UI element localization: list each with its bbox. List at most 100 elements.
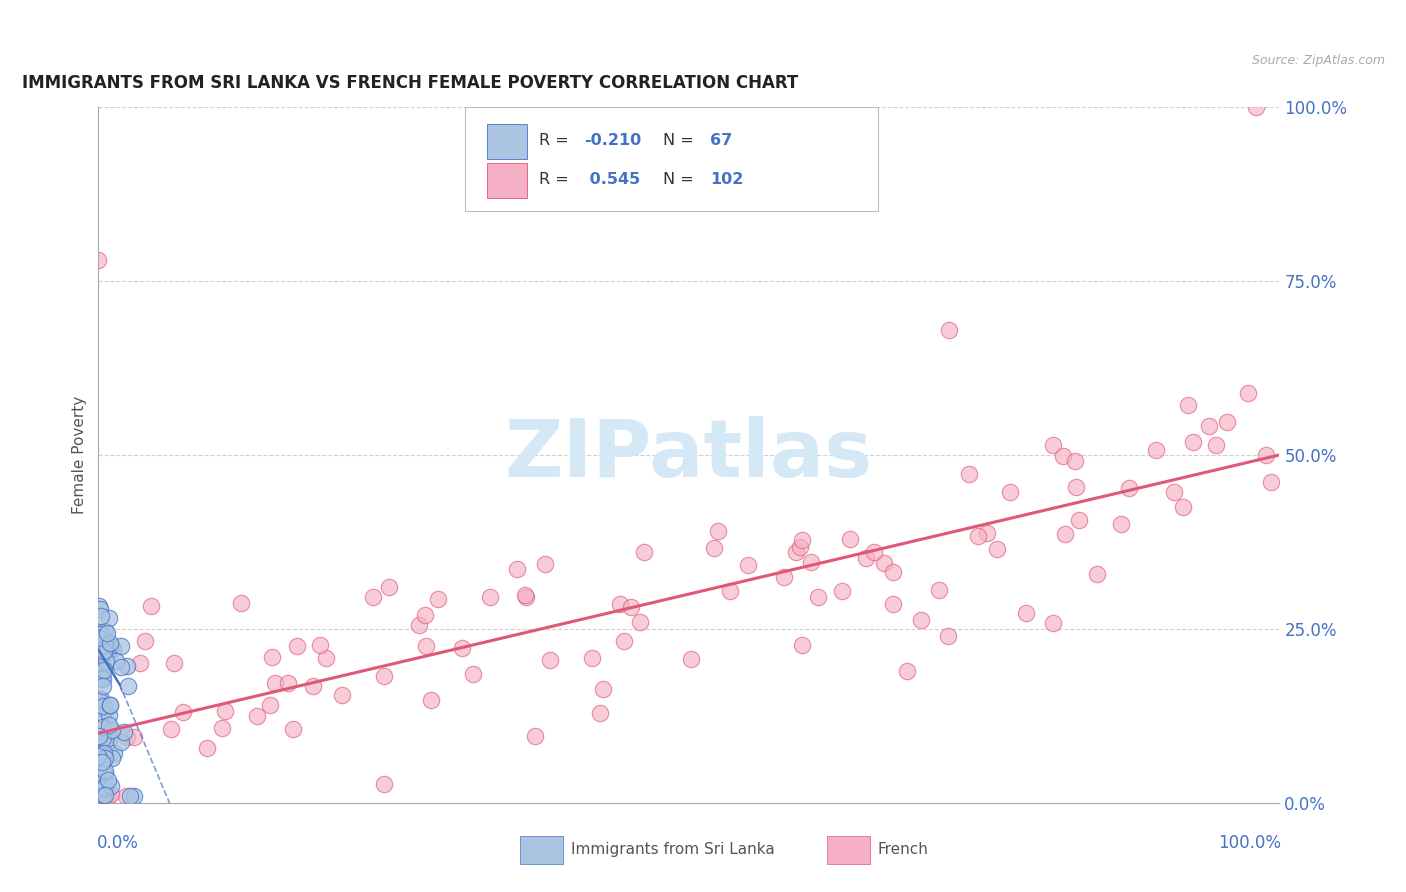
Point bbox=[450, 641, 472, 656]
Text: 100.0%: 100.0% bbox=[1218, 834, 1281, 852]
Point bbox=[87, 751, 110, 765]
Point bbox=[938, 323, 960, 337]
Point bbox=[986, 542, 1008, 557]
Point bbox=[98, 734, 121, 748]
Point bbox=[134, 634, 156, 648]
Point bbox=[172, 705, 194, 719]
Point bbox=[110, 735, 132, 749]
Point bbox=[785, 545, 807, 559]
Text: R =: R = bbox=[538, 172, 574, 187]
FancyBboxPatch shape bbox=[827, 836, 870, 864]
Point bbox=[1069, 513, 1091, 527]
Point bbox=[1254, 448, 1277, 462]
Point bbox=[97, 772, 120, 787]
Y-axis label: Female Poverty: Female Poverty bbox=[72, 396, 87, 514]
Point bbox=[91, 731, 114, 746]
Point bbox=[112, 724, 135, 739]
Point bbox=[93, 699, 115, 714]
Point bbox=[1173, 500, 1195, 514]
Point bbox=[1260, 475, 1282, 489]
Point bbox=[478, 590, 501, 604]
Point bbox=[246, 709, 269, 723]
Point bbox=[998, 485, 1021, 500]
Point bbox=[195, 740, 218, 755]
Point bbox=[461, 666, 484, 681]
Point bbox=[115, 731, 138, 745]
Point bbox=[910, 613, 932, 627]
FancyBboxPatch shape bbox=[486, 162, 527, 198]
Point bbox=[790, 639, 813, 653]
Point bbox=[90, 692, 112, 706]
Point bbox=[281, 722, 304, 736]
Point bbox=[94, 750, 117, 764]
Point bbox=[91, 661, 114, 675]
Point bbox=[413, 608, 436, 623]
Point bbox=[160, 722, 183, 736]
Point bbox=[581, 651, 603, 665]
Point bbox=[1205, 438, 1227, 452]
Point bbox=[285, 639, 308, 653]
Point bbox=[1163, 485, 1185, 500]
Point bbox=[855, 551, 877, 566]
Point bbox=[100, 780, 122, 794]
FancyBboxPatch shape bbox=[520, 836, 562, 864]
Point bbox=[681, 652, 703, 666]
Text: 0.0%: 0.0% bbox=[97, 834, 139, 852]
Point bbox=[117, 679, 139, 693]
Point bbox=[93, 746, 115, 760]
Point bbox=[1216, 415, 1239, 429]
Point bbox=[91, 699, 114, 714]
Point bbox=[87, 692, 110, 706]
Point bbox=[633, 545, 655, 559]
Point bbox=[90, 646, 112, 660]
Point bbox=[90, 706, 112, 721]
Text: 0.545: 0.545 bbox=[583, 172, 640, 187]
Point bbox=[277, 676, 299, 690]
Point bbox=[90, 635, 112, 649]
Point bbox=[1085, 567, 1108, 582]
Point bbox=[1052, 449, 1074, 463]
Point bbox=[415, 639, 437, 653]
Point bbox=[96, 646, 118, 660]
Text: R =: R = bbox=[538, 133, 574, 148]
Point bbox=[93, 781, 115, 796]
Point bbox=[839, 532, 862, 546]
Point bbox=[831, 583, 853, 598]
Point bbox=[94, 734, 117, 748]
Point bbox=[1244, 100, 1267, 114]
Point bbox=[91, 788, 114, 802]
Point bbox=[807, 590, 830, 604]
Point bbox=[361, 591, 384, 605]
Point bbox=[124, 789, 146, 803]
Point bbox=[1177, 398, 1199, 412]
Point bbox=[93, 663, 115, 677]
Point bbox=[378, 580, 401, 594]
Point bbox=[260, 650, 283, 665]
Point bbox=[928, 583, 950, 598]
Point bbox=[211, 721, 233, 735]
Point bbox=[87, 253, 110, 268]
Point bbox=[957, 467, 980, 481]
Point bbox=[264, 676, 287, 690]
Point bbox=[1042, 438, 1064, 452]
Point bbox=[1144, 443, 1167, 458]
Point bbox=[373, 777, 395, 791]
Point bbox=[882, 565, 904, 579]
Point bbox=[96, 626, 118, 640]
Point bbox=[110, 660, 132, 674]
Point bbox=[523, 729, 546, 743]
Point bbox=[214, 704, 236, 718]
Point bbox=[707, 524, 730, 538]
Point bbox=[89, 599, 111, 613]
Text: -0.210: -0.210 bbox=[583, 133, 641, 148]
Point bbox=[94, 703, 117, 717]
Point bbox=[792, 533, 814, 547]
Point bbox=[93, 637, 115, 651]
Point bbox=[1198, 419, 1220, 434]
Point bbox=[91, 671, 114, 685]
Point bbox=[94, 788, 117, 802]
Point bbox=[98, 611, 121, 625]
Point bbox=[737, 558, 759, 572]
Point bbox=[1066, 480, 1088, 494]
Point bbox=[94, 624, 117, 638]
